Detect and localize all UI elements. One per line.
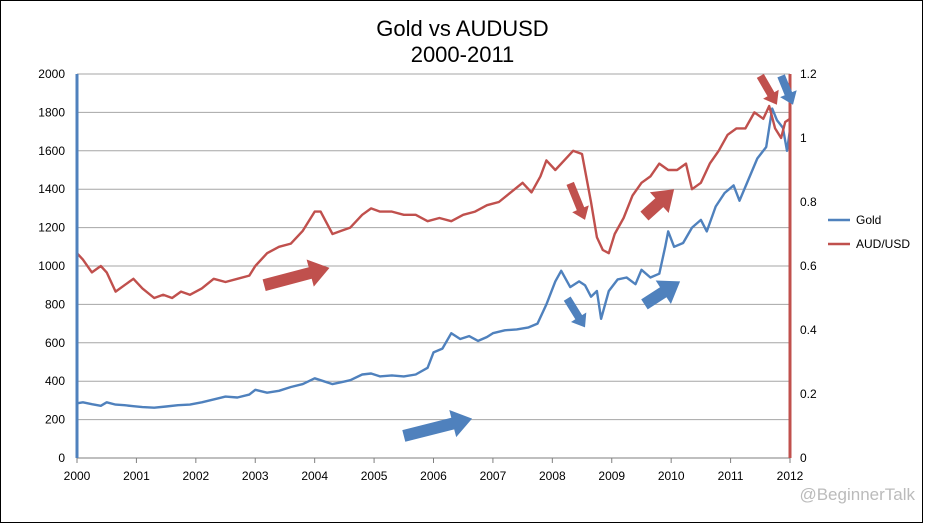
x-tick-label: 2006 bbox=[420, 469, 447, 483]
y-right-tick-label: 0.6 bbox=[800, 259, 817, 273]
y-left-tick-label: 400 bbox=[45, 374, 65, 388]
annotation-gold-up-arrow-2009 bbox=[641, 280, 681, 310]
y-left-tick-label: 600 bbox=[45, 336, 65, 350]
x-tick-label: 2002 bbox=[182, 469, 209, 483]
annotation-gold-down-arrow-2008 bbox=[563, 296, 587, 328]
y-left-tick-label: 800 bbox=[45, 297, 65, 311]
x-tick-label: 2009 bbox=[598, 469, 625, 483]
x-tick-label: 2012 bbox=[777, 469, 804, 483]
y-right-tick-label: 1.2 bbox=[800, 67, 817, 81]
series-line-gold bbox=[76, 107, 792, 409]
x-tick-label: 2004 bbox=[301, 469, 328, 483]
y-left-tick-label: 0 bbox=[58, 451, 65, 465]
x-tick-label: 2000 bbox=[64, 469, 91, 483]
x-tick-label: 2008 bbox=[539, 469, 566, 483]
y-left-tick-label: 2000 bbox=[38, 67, 65, 81]
x-tick-label: 2005 bbox=[361, 469, 388, 483]
annotation-gold-down-arrow-2011 bbox=[777, 74, 797, 105]
y-left-tick-label: 1200 bbox=[38, 221, 65, 235]
annotation-aud-up-arrow-2009 bbox=[640, 189, 675, 221]
y-left-tick-label: 1400 bbox=[38, 182, 65, 196]
x-tick-label: 2003 bbox=[242, 469, 269, 483]
series-line-audusd bbox=[76, 104, 791, 300]
chart-title-line2: 2000-2011 bbox=[410, 42, 515, 67]
x-tick-label: 2007 bbox=[480, 469, 507, 483]
annotation-gold-up-arrow-2005 bbox=[402, 410, 473, 442]
annotation-aud-down-arrow-2008 bbox=[566, 181, 589, 220]
y-left-tick-label: 1800 bbox=[38, 105, 65, 119]
y-left-tick-label: 1000 bbox=[38, 259, 65, 273]
y-left-tick-label: 200 bbox=[45, 413, 65, 427]
y-left-tick-label: 1600 bbox=[38, 144, 65, 158]
x-tick-label: 2011 bbox=[718, 469, 744, 483]
y-right-tick-label: 1 bbox=[800, 131, 807, 145]
legend-label: Gold bbox=[856, 213, 881, 227]
chart-title-line1: Gold vs AUDUSD bbox=[376, 16, 549, 41]
x-tick-label: 2010 bbox=[658, 469, 685, 483]
x-tick-label: 2001 bbox=[123, 469, 150, 483]
y-right-tick-label: 0.8 bbox=[800, 195, 817, 209]
y-right-tick-label: 0.2 bbox=[800, 387, 817, 401]
annotation-aud-down-arrow-2011 bbox=[756, 73, 779, 105]
y-right-tick-label: 0.4 bbox=[800, 323, 817, 337]
annotation-aud-up-arrow-2003 bbox=[262, 259, 330, 291]
watermark-text: @BeginnerTalk bbox=[799, 485, 915, 504]
legend-label: AUD/USD bbox=[856, 237, 910, 251]
y-right-tick-label: 0 bbox=[800, 451, 807, 465]
